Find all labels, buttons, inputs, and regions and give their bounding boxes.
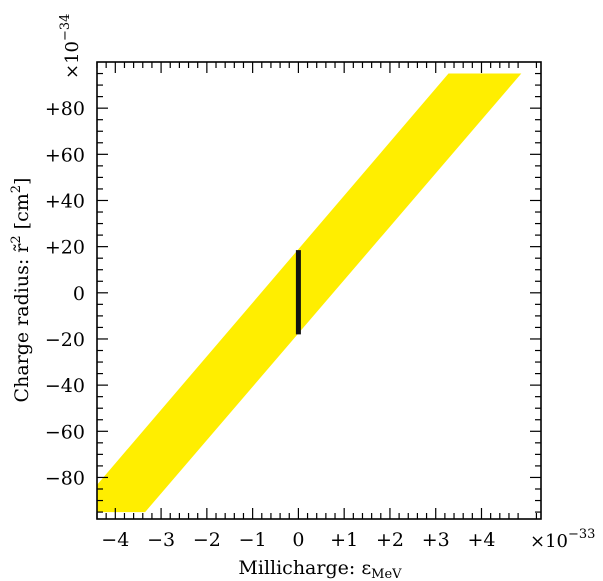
band-layer — [97, 73, 522, 513]
x-tick-label: +3 — [422, 529, 450, 551]
x-tick-label: +1 — [330, 529, 358, 551]
y-tick-label: −60 — [45, 421, 85, 443]
y-tick-label: −20 — [45, 329, 85, 351]
x-tick-label: −3 — [147, 529, 175, 551]
y-tick-label: +60 — [45, 144, 85, 166]
x-scale-label: ×10−33 — [530, 527, 595, 552]
y-tick-label: −40 — [45, 375, 85, 397]
y-tick-label: +40 — [45, 190, 85, 212]
x-tick-label: +2 — [376, 529, 404, 551]
y-tick-label: +20 — [45, 237, 85, 259]
x-axis-label: Millicharge: εMeV — [238, 557, 402, 581]
x-tick-label: −1 — [239, 529, 267, 551]
plot-frame — [96, 61, 542, 520]
y-tick-label: 0 — [73, 283, 85, 305]
x-tick-label: 0 — [292, 529, 304, 551]
allowed-region-band — [97, 73, 522, 513]
x-tick-label: +4 — [467, 529, 495, 551]
tick-labels-layer: −4 −3 −2 −1 0 +1 +2 +3 +4 +80 +60 +40 +20 0 −20 −40 −60 −… — [45, 98, 496, 551]
x-tick-label: −4 — [101, 529, 129, 551]
ticks-layer — [96, 62, 541, 519]
x-tick-label: −2 — [193, 529, 221, 551]
y-scale-label: ×10−34 — [58, 14, 83, 79]
y-tick-label: +80 — [45, 98, 85, 120]
y-axis-label: Charge radius: r̃2 [cm2] — [9, 178, 33, 403]
y-tick-label: −80 — [45, 467, 85, 489]
